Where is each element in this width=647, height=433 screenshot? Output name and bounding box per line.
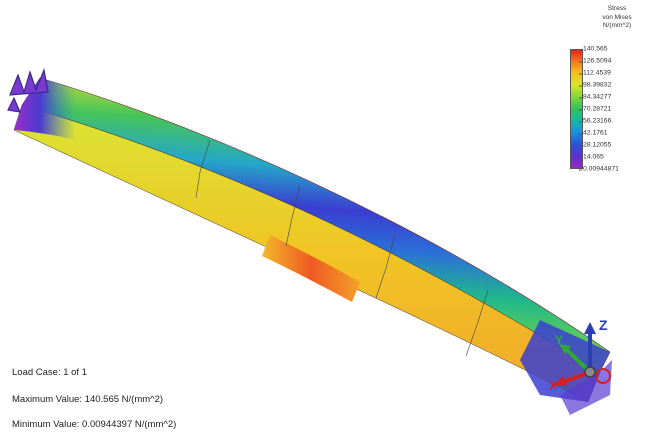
rotation-handle-icon — [595, 368, 611, 384]
legend-tick: 14.065 — [579, 153, 604, 161]
beam-front-face — [13, 104, 601, 403]
legend-title-line: von Mises — [602, 13, 632, 21]
legend-tick: 42.1761 — [579, 129, 608, 137]
z-axis-label: Z — [599, 317, 608, 333]
max-stress-region — [262, 235, 360, 302]
z-arrowhead — [584, 322, 596, 334]
min-value-label: Minimum Value: 0.00944397 N/(mm^2) — [12, 419, 177, 430]
legend-tick-labels: 140.565 126.5094 112.4539 98.39832 84.34… — [578, 45, 647, 173]
legend-tick: 84.34277 — [578, 93, 612, 101]
fixture-icon — [7, 67, 49, 113]
legend-tick: 56.23166 — [578, 117, 612, 125]
triad-origin — [584, 366, 596, 378]
stress-legend: Stress von Mises N/(mm^2) 140.565 126.50… — [570, 5, 646, 175]
section-lines — [195, 139, 489, 357]
fixed-end-region — [14, 78, 190, 170]
legend-tick: 0.00944871 — [579, 165, 619, 173]
legend-color-bar — [570, 49, 583, 169]
x-axis-label: X — [549, 379, 557, 393]
legend-tick: 70.28721 — [578, 105, 612, 113]
axis-triad[interactable]: Z Y X — [545, 314, 615, 394]
x-arrowhead — [553, 376, 567, 386]
legend-title-line: Stress — [607, 5, 627, 12]
legend-tick: 140.565 — [579, 45, 608, 53]
beam-end-face — [560, 360, 612, 415]
load-case-label: Load Case: 1 of 1 — [12, 367, 87, 378]
legend-tick: 126.5094 — [578, 57, 612, 65]
max-value-label: Maximum Value: 140.565 N/(mm^2) — [12, 394, 164, 405]
legend-title-line: N/(mm^2) — [602, 22, 632, 29]
legend-tick: 98.39832 — [578, 81, 612, 89]
legend-title: Stress von Mises N/(mm^2) — [588, 5, 646, 31]
y-arrowhead — [559, 344, 571, 354]
y-axis-label: Y — [555, 333, 563, 347]
legend-tick: 28.12055 — [578, 141, 612, 149]
legend-tick: 112.4539 — [579, 69, 611, 77]
